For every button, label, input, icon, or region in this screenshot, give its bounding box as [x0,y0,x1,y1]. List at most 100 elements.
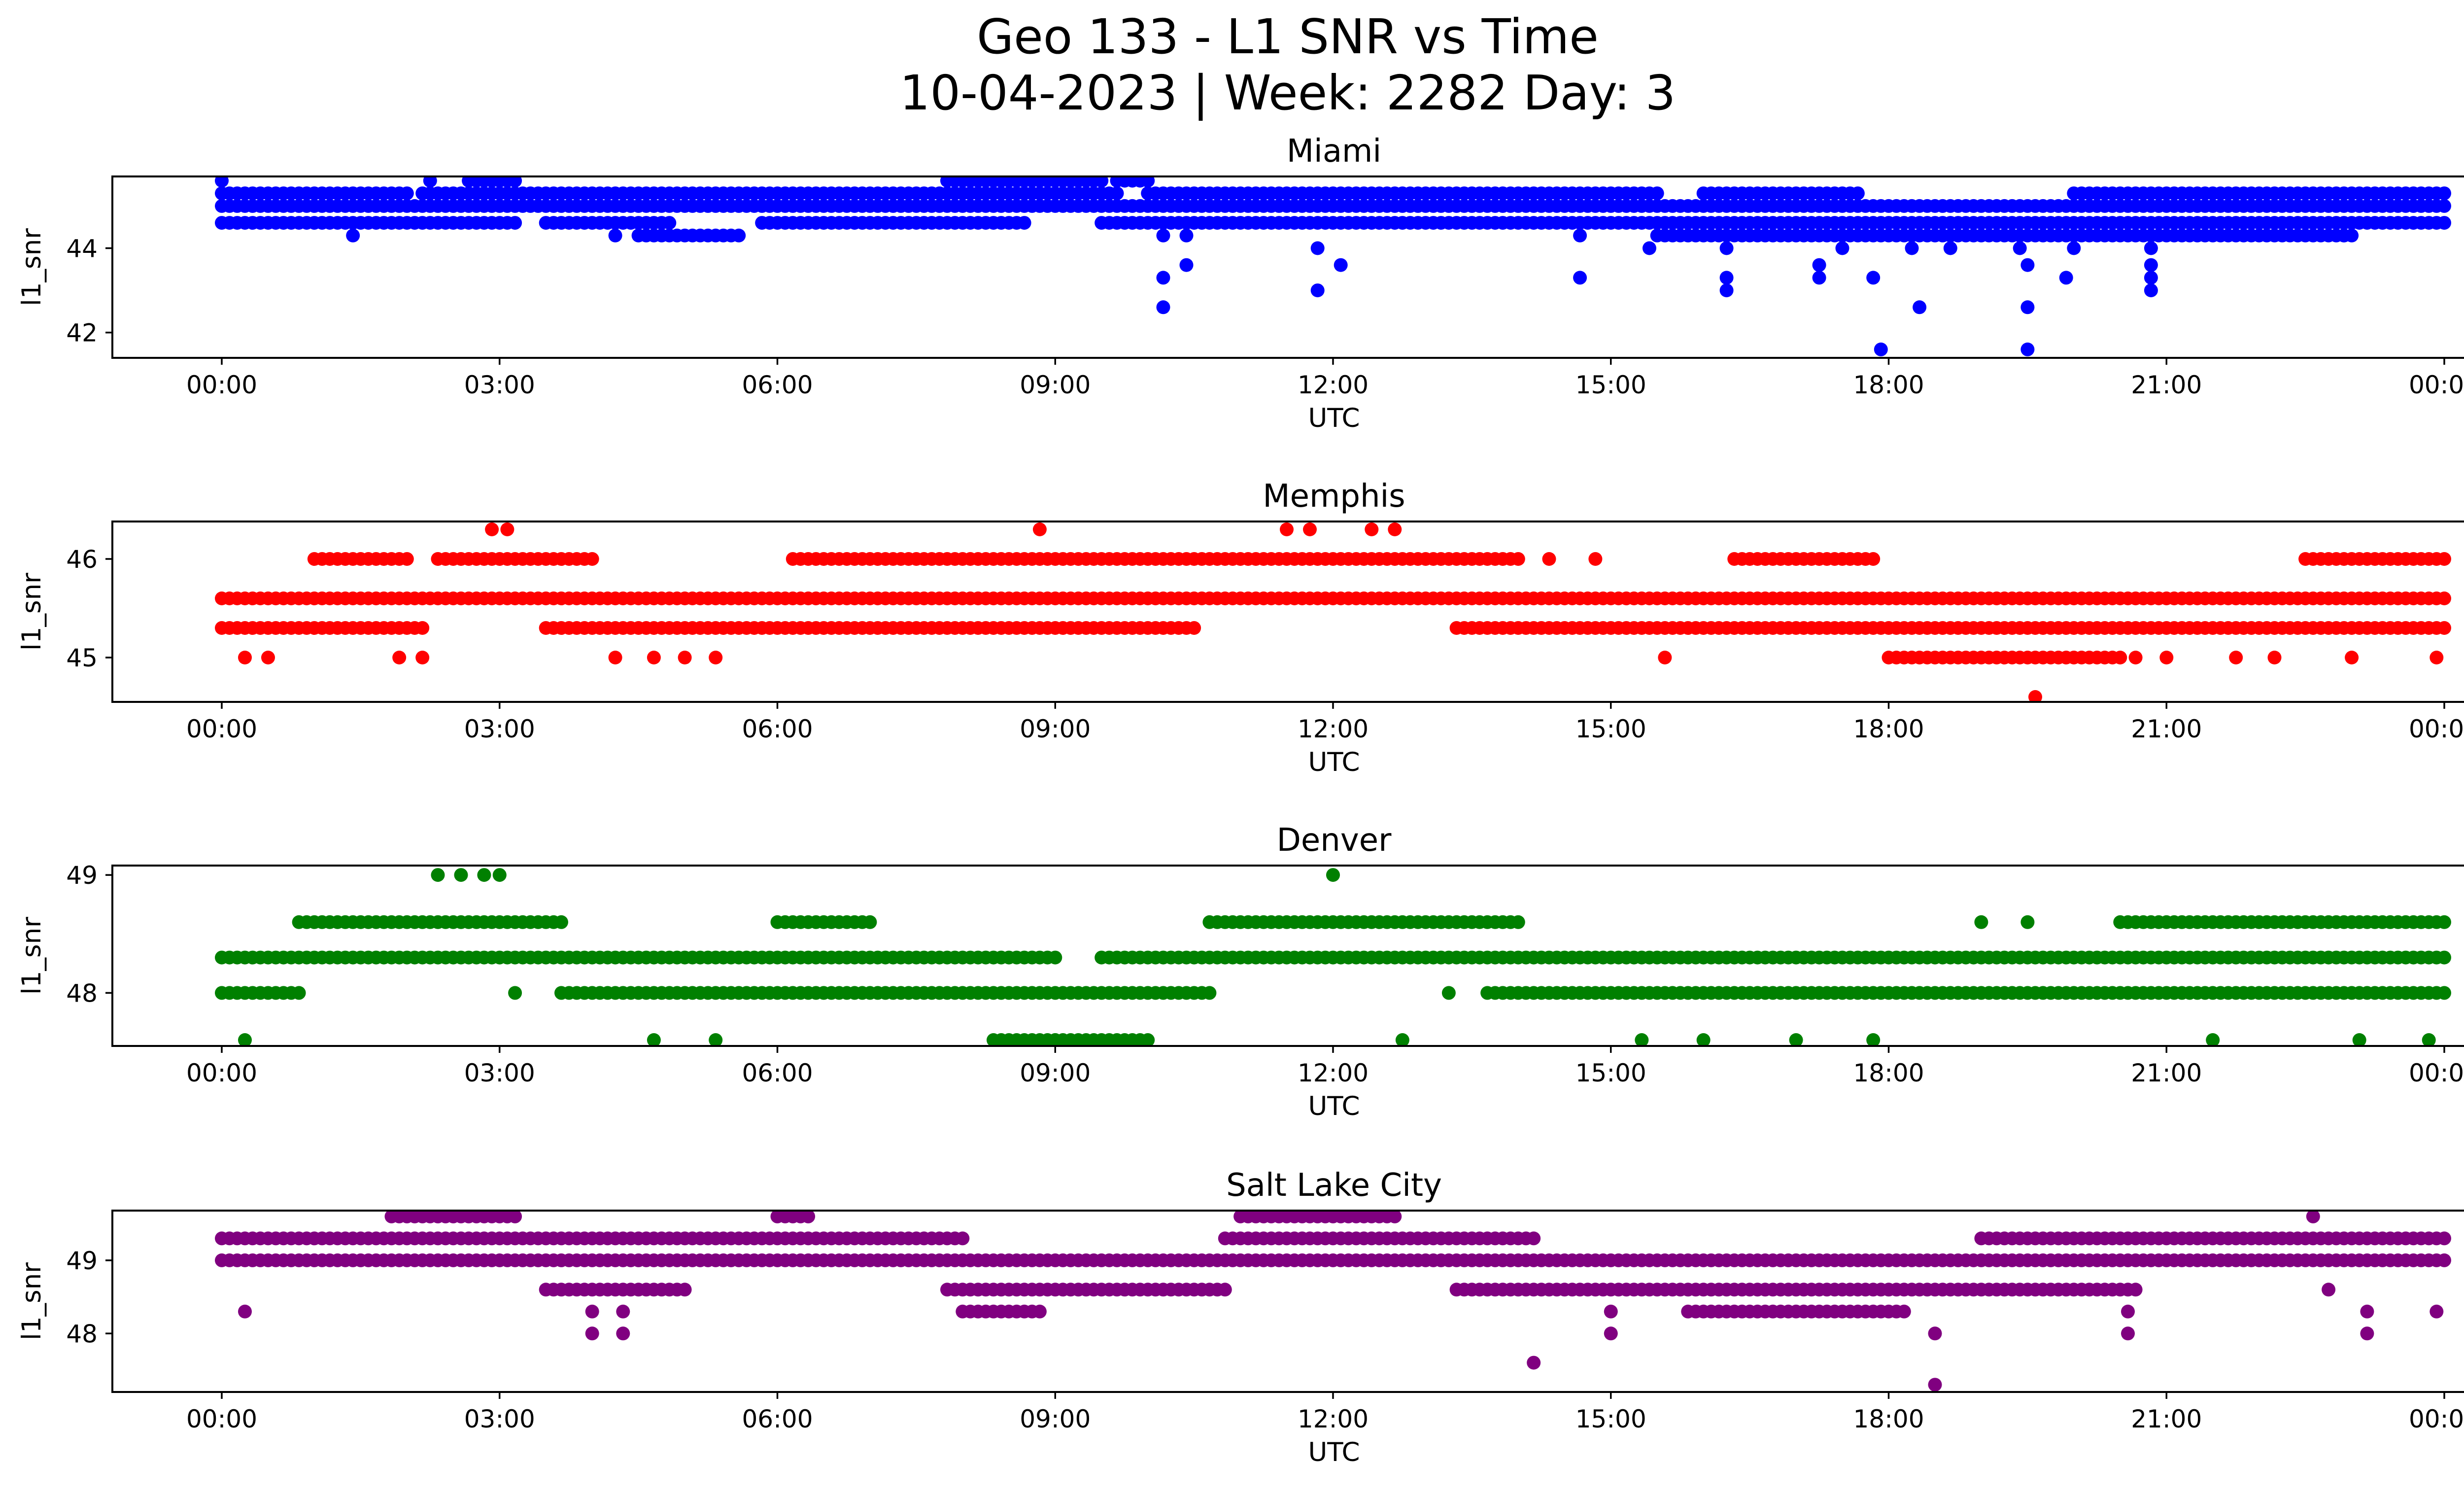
data-point [2020,258,2035,272]
y-tick-label: 48 [66,1320,98,1348]
y-axis-label: l1_snr [17,917,47,995]
data-point [292,986,306,1000]
x-tick-label: 00:00 [2409,371,2464,399]
data-point [585,552,599,566]
data-point [2067,241,2081,255]
data-point [2020,300,2035,314]
y-tick-label: 49 [66,1247,98,1275]
data-point [608,651,622,664]
data-point [1511,915,1525,929]
data-point [2144,258,2158,272]
data-point [415,621,430,635]
data-point [1974,915,1988,929]
data-point [2013,241,2027,255]
x-tick-label: 09:00 [1020,1405,1091,1433]
data-point [508,176,522,188]
data-point [2337,228,2351,243]
data-point [1511,552,1525,566]
data-point [2430,651,2444,664]
data-point [238,1033,252,1046]
data-point [2144,283,2158,298]
data-point [801,1211,816,1223]
x-tick-label: 21:00 [2131,1405,2202,1433]
data-point [1395,1033,1409,1046]
data-point [2360,1304,2374,1319]
data-point [1928,1326,1942,1341]
data-point [1812,258,1826,272]
data-point [1874,342,1888,356]
data-point [2437,1253,2451,1267]
data-point [1573,228,1587,243]
x-tick-label: 00:00 [186,371,257,399]
data-point [1866,552,1881,566]
data-point [423,176,437,188]
data-point [2059,271,2073,285]
data-point [732,228,746,243]
data-point [400,552,414,566]
data-point [454,868,468,882]
x-tick-label: 18:00 [1853,1405,1924,1433]
data-point [346,228,360,243]
data-point [2437,950,2451,965]
x-tick-label: 21:00 [2131,371,2202,399]
x-tick-label: 09:00 [1020,715,1091,743]
x-tick-label: 12:00 [1298,1405,1369,1433]
data-point [1141,1033,1155,1046]
y-tick-label: 49 [66,861,98,890]
data-point [2113,651,2127,664]
data-point [2437,621,2451,635]
panel-miami: Miami 00:00 03:00 06:00 09:00 12:00 15:00 18:00… [17,133,2464,433]
x-tick-label: 15:00 [1575,1059,1646,1087]
data-point [1156,300,1170,314]
data-point [261,651,275,664]
data-point [1719,283,1734,298]
y-axis-label: l1_snr [17,1262,47,1340]
series-salt-lake-city [215,1211,2451,1392]
x-tick-label: 15:00 [1575,715,1646,743]
data-point [2437,591,2451,605]
x-tick-label: 03:00 [464,371,535,399]
data-point [238,1304,252,1319]
data-point [2437,1231,2451,1246]
data-point [1179,258,1194,272]
x-tick-label: 00:00 [2409,715,2464,743]
data-point [1643,241,1656,255]
data-point [1156,228,1170,243]
x-tick-label: 03:00 [464,1405,535,1433]
data-point [2345,651,2359,664]
data-point [1527,1356,1541,1370]
data-point [956,1231,970,1246]
data-point [431,868,445,882]
axes-frame [111,865,2464,1047]
data-point [1943,241,1957,255]
data-point [2360,1326,2374,1341]
data-point [238,651,252,664]
data-point [1365,522,1379,536]
x-tick-label: 12:00 [1298,1059,1369,1087]
data-point [1866,271,1881,285]
panel-denver: Denver 00:00 03:00 06:00 09:00 12:00 15:00 18:0… [17,822,2464,1121]
axes-frame [111,521,2464,703]
x-tick-label: 09:00 [1020,371,1091,399]
data-point [1573,271,1587,285]
data-point [1095,176,1109,188]
x-tick-label: 06:00 [742,1405,813,1433]
data-point [863,915,877,929]
data-point [1604,1326,1618,1341]
data-point [1388,522,1402,536]
data-point [1650,186,1664,201]
data-point [647,651,661,664]
x-tick-label: 00:00 [2409,1059,2464,1087]
data-point [1303,522,1317,536]
data-point [1156,271,1170,285]
data-point [1719,271,1734,285]
data-point [2121,1304,2135,1319]
y-tick-label: 46 [66,545,98,574]
data-point [492,868,507,882]
x-axis-label: UTC [1308,747,1360,777]
x-axis-label: UTC [1308,1437,1360,1467]
data-point [2144,271,2158,285]
data-point [1542,552,1556,566]
data-point [2121,1326,2135,1341]
